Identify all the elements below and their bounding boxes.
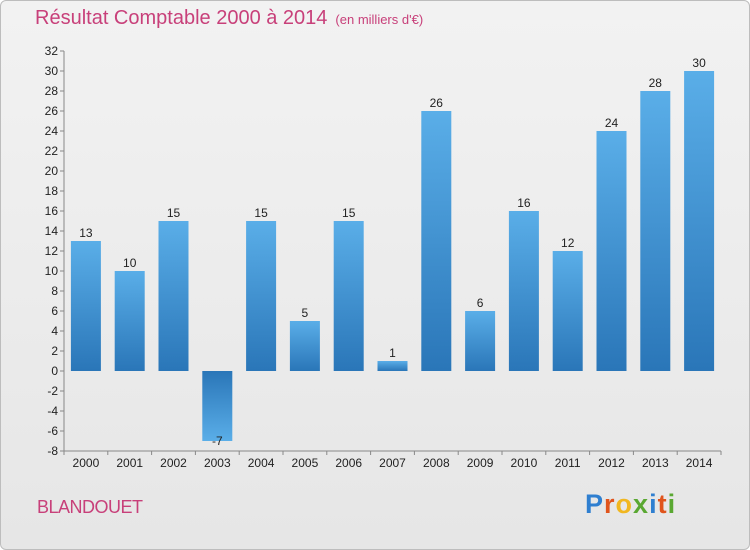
x-tick-label: 2006: [335, 456, 362, 470]
bar: [684, 71, 715, 371]
y-tick-label: -4: [47, 404, 58, 418]
x-tick-label: 2014: [686, 456, 713, 470]
y-tick-label: 30: [45, 64, 59, 78]
chart-bars: 13 10 15 -7 15 5 15 1 26 6 16 12 24 28 30: [70, 56, 715, 448]
x-tick-label: 2003: [204, 456, 231, 470]
y-tick-label: -6: [47, 424, 58, 438]
y-tick-label: 10: [45, 264, 59, 278]
bar-value-label: 10: [123, 256, 137, 270]
x-tick-label: 2000: [73, 456, 100, 470]
bar-value-label: 15: [167, 206, 181, 220]
y-tick-label: 2: [51, 344, 58, 358]
x-tick-label: 2004: [248, 456, 275, 470]
chart-axes: -8-6-4-202468101214161820222426283032200…: [45, 44, 722, 470]
y-tick-label: 28: [45, 84, 59, 98]
logo-letter: i: [649, 489, 658, 519]
bar-value-label: 12: [561, 236, 575, 250]
bar-value-label: 1: [389, 346, 396, 360]
logo-letter: t: [657, 489, 668, 519]
bar-value-label: 15: [254, 206, 268, 220]
x-tick-label: 2012: [598, 456, 625, 470]
y-tick-label: 20: [45, 164, 59, 178]
x-tick-label: 2005: [292, 456, 319, 470]
x-tick-label: 2001: [116, 456, 143, 470]
bar-value-label: 5: [302, 306, 309, 320]
bar-value-label: -7: [212, 434, 223, 448]
x-tick-label: 2008: [423, 456, 450, 470]
commune-name: BLANDOUET: [37, 497, 143, 517]
logo-letter: P: [585, 489, 605, 519]
y-tick-label: 0: [51, 364, 58, 378]
bar: [70, 241, 101, 371]
y-tick-label: 22: [45, 144, 59, 158]
x-tick-label: 2002: [160, 456, 187, 470]
bar-value-label: 13: [79, 226, 93, 240]
y-tick-label: 4: [51, 324, 58, 338]
y-tick-label: 24: [45, 124, 59, 138]
y-tick-label: 8: [51, 284, 58, 298]
logo-letter: i: [667, 489, 677, 519]
chart-subtitle: (en milliers d'€): [335, 12, 424, 27]
x-tick-label: 2011: [555, 456, 581, 470]
bar: [246, 221, 277, 371]
bar: [114, 271, 145, 371]
bar-value-label: 26: [430, 96, 444, 110]
bar-value-label: 30: [692, 56, 706, 70]
x-tick-label: 2010: [511, 456, 538, 470]
proxiti-logo: Proxiti: [585, 489, 676, 520]
bar-value-label: 6: [477, 296, 484, 310]
y-tick-label: -8: [47, 444, 58, 458]
y-tick-label: 14: [45, 224, 59, 238]
x-tick-label: 2009: [467, 456, 494, 470]
bar-value-label: 15: [342, 206, 356, 220]
y-tick-label: 6: [51, 304, 58, 318]
x-tick-label: 2007: [379, 456, 406, 470]
bar: [377, 361, 408, 371]
bar: [289, 321, 320, 371]
bar-value-label: 28: [649, 76, 663, 90]
y-tick-label: 18: [45, 184, 59, 198]
x-tick-label: 2013: [642, 456, 669, 470]
logo-letter: x: [633, 489, 650, 519]
y-tick-label: 26: [45, 104, 59, 118]
logo-letter: r: [604, 489, 616, 519]
bar: [508, 211, 539, 371]
bar: [421, 111, 452, 371]
bar: [552, 251, 583, 371]
y-tick-label: 32: [45, 44, 59, 58]
bar-value-label: 24: [605, 116, 619, 130]
chart-title: Résultat Comptable 2000 à 2014 (en millie…: [35, 7, 424, 29]
bar: [596, 131, 627, 371]
bar: [202, 371, 233, 441]
bar: [465, 311, 496, 371]
y-tick-label: 16: [45, 204, 59, 218]
logo-letter: o: [615, 489, 634, 519]
bar: [158, 221, 189, 371]
bar-value-label: 16: [517, 196, 531, 210]
bar: [333, 221, 364, 371]
y-tick-label: 12: [45, 244, 59, 258]
y-tick-label: -2: [47, 384, 58, 398]
bar: [640, 91, 671, 371]
